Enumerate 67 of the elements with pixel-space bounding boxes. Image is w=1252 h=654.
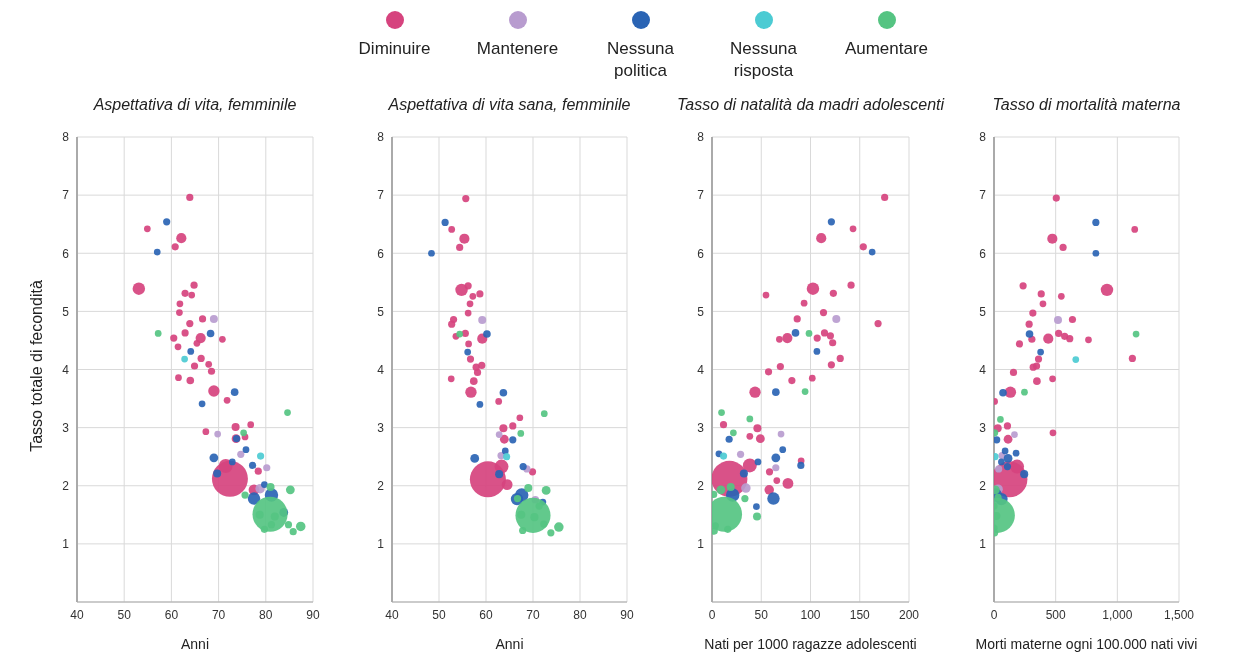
y-tick-label: 2 bbox=[377, 479, 385, 494]
x-tick-label: 1,000 bbox=[1102, 607, 1133, 622]
x-tick-label: 80 bbox=[259, 607, 273, 622]
y-axis-title: Tasso totale di fecondità bbox=[28, 279, 46, 454]
y-tick-label: 8 bbox=[62, 130, 70, 145]
y-tick-label: 2 bbox=[62, 479, 70, 494]
y-tick-label: 4 bbox=[697, 362, 705, 377]
x-tick-label: 200 bbox=[898, 607, 920, 622]
x-axis-title: Nati per 1000 ragazze adolescenti bbox=[703, 636, 918, 652]
y-tick-label: 5 bbox=[377, 304, 385, 319]
y-tick-label: 7 bbox=[979, 188, 987, 203]
y-tick-label: 4 bbox=[979, 362, 987, 377]
x-axis-title: Morti materne ogni 100.000 nati vivi bbox=[974, 636, 1199, 652]
y-tick-label: 2 bbox=[979, 479, 987, 494]
x-tick-label: 60 bbox=[479, 607, 493, 622]
y-tick-label: 3 bbox=[697, 420, 705, 435]
y-tick-label: 6 bbox=[979, 246, 987, 261]
y-tick-label: 5 bbox=[62, 304, 70, 319]
y-tick-label: 1 bbox=[979, 537, 987, 552]
x-tick-label: 0 bbox=[990, 607, 998, 622]
x-tick-label: 0 bbox=[708, 607, 716, 622]
legend-label: Mantenere bbox=[475, 38, 560, 60]
y-tick-label: 1 bbox=[62, 537, 70, 552]
y-tick-label: 1 bbox=[377, 537, 385, 552]
legend-label: Nessuna politica bbox=[605, 38, 676, 82]
x-tick-label: 70 bbox=[211, 607, 226, 622]
y-tick-label: 6 bbox=[697, 246, 705, 261]
y-tick-label: 4 bbox=[377, 362, 385, 377]
y-tick-label: 3 bbox=[62, 420, 70, 435]
x-tick-label: 60 bbox=[164, 607, 179, 622]
y-tick-label: 8 bbox=[697, 130, 705, 145]
y-tick-label: 5 bbox=[697, 304, 705, 319]
x-axis-title: Anni bbox=[494, 636, 525, 652]
y-tick-label: 1 bbox=[697, 537, 705, 552]
x-tick-label: 50 bbox=[117, 607, 132, 622]
x-tick-label: 500 bbox=[1045, 607, 1066, 622]
x-tick-label: 90 bbox=[306, 607, 320, 622]
y-tick-label: 4 bbox=[62, 362, 70, 377]
x-tick-label: 80 bbox=[573, 607, 587, 622]
x-axis-title: Anni bbox=[180, 636, 210, 652]
y-tick-label: 7 bbox=[377, 188, 385, 203]
legend-label: Aumentare bbox=[843, 38, 930, 60]
x-tick-label: 40 bbox=[70, 607, 84, 622]
y-tick-label: 6 bbox=[377, 246, 385, 261]
x-tick-label: 70 bbox=[526, 607, 540, 622]
chart-title: Aspettativa di vita sana, femminile bbox=[387, 96, 632, 114]
chart-title: Tasso di natalità da madri adolescenti bbox=[675, 96, 946, 114]
y-tick-label: 8 bbox=[377, 130, 385, 145]
legend-label: Diminuire bbox=[357, 38, 432, 60]
x-tick-label: 100 bbox=[800, 607, 821, 622]
x-tick-label: 90 bbox=[620, 607, 634, 622]
chart-title: Tasso di mortalità materna bbox=[992, 96, 1181, 113]
x-tick-label: 50 bbox=[754, 607, 769, 622]
y-tick-label: 5 bbox=[979, 304, 987, 319]
x-tick-label: 1,500 bbox=[1163, 607, 1195, 622]
y-tick-label: 7 bbox=[697, 188, 705, 203]
chart-title: Aspettativa di vita, femminile bbox=[92, 96, 298, 114]
x-tick-label: 150 bbox=[849, 607, 871, 622]
y-tick-label: 8 bbox=[979, 130, 987, 145]
y-tick-label: 3 bbox=[377, 420, 385, 435]
y-tick-label: 2 bbox=[697, 479, 705, 494]
legend-label: Nessuna risposta bbox=[728, 38, 799, 82]
y-tick-label: 6 bbox=[62, 246, 70, 261]
x-tick-label: 50 bbox=[432, 607, 446, 622]
y-tick-label: 7 bbox=[62, 188, 70, 203]
y-tick-label: 3 bbox=[979, 420, 987, 435]
x-tick-label: 40 bbox=[385, 607, 399, 622]
